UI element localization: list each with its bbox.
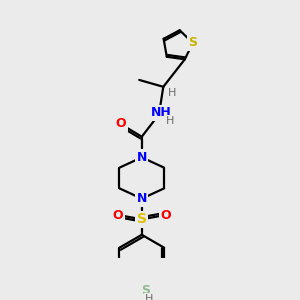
Text: H: H (145, 294, 154, 300)
Text: N: N (136, 192, 147, 205)
Text: H: H (168, 88, 176, 98)
Text: S: S (137, 212, 147, 226)
Text: O: O (112, 208, 123, 221)
Text: O: O (160, 208, 171, 221)
Text: NH: NH (151, 106, 172, 119)
Text: N: N (136, 151, 147, 164)
Text: S: S (141, 284, 150, 297)
Text: O: O (116, 117, 126, 130)
Text: H: H (166, 116, 174, 126)
Text: S: S (188, 36, 197, 50)
